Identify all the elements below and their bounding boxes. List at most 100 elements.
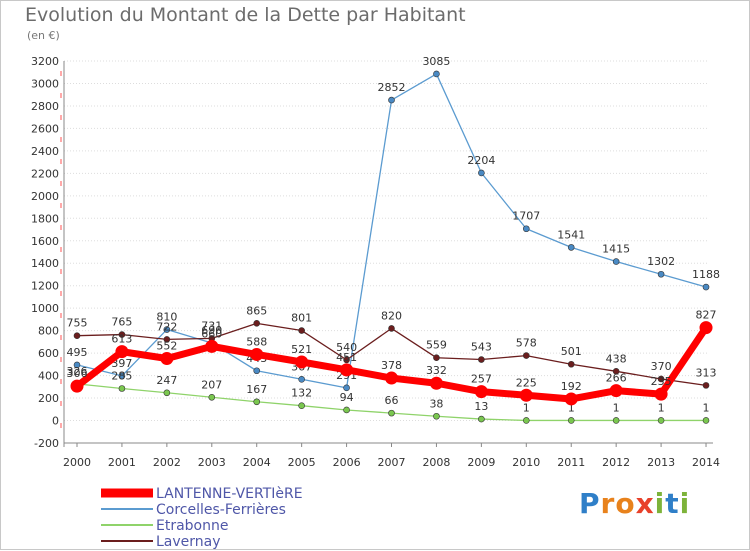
proxiti-logo: Proxiti [579, 487, 690, 520]
series-point [567, 244, 575, 251]
data-label: 660 [201, 327, 222, 340]
series-point [340, 363, 354, 377]
y-tick-label: 2200 [31, 167, 59, 180]
series-point [118, 331, 126, 338]
series-point [298, 402, 305, 409]
data-label: 1 [613, 401, 620, 414]
series-point [612, 417, 620, 424]
data-label: 1 [523, 401, 530, 414]
series-point [253, 398, 261, 406]
legend-label: Lavernay [156, 534, 221, 550]
logo-letter: r [600, 487, 616, 520]
logo-letter: i [654, 487, 666, 520]
data-label: 306 [67, 367, 88, 380]
data-label: 332 [426, 364, 447, 377]
series-point [73, 332, 81, 340]
series-point [567, 360, 575, 368]
series-point [567, 417, 575, 424]
data-label: 370 [651, 360, 672, 373]
x-tick-label: 2003 [198, 456, 226, 469]
series-point [385, 371, 399, 385]
series-point [522, 417, 530, 424]
series-point [253, 367, 261, 375]
y-tick-label: 600 [38, 347, 59, 360]
series-point [253, 320, 261, 327]
series-point [388, 409, 395, 417]
y-tick-label: 1200 [31, 280, 59, 293]
series-point [478, 169, 485, 177]
series-point [657, 270, 665, 278]
data-label: 225 [516, 376, 537, 389]
data-label: 2204 [467, 154, 495, 167]
series-point [295, 355, 309, 369]
series-point [298, 375, 305, 383]
y-tick-label: 400 [38, 370, 59, 383]
x-tick-label: 2002 [153, 456, 181, 469]
x-tick-label: 2009 [467, 456, 495, 469]
series-point [73, 361, 81, 369]
data-label: 755 [67, 317, 88, 330]
series-point [433, 70, 440, 78]
x-tick-label: 2014 [692, 456, 720, 469]
logo-letter: x [635, 487, 655, 520]
series-point [474, 385, 488, 399]
data-label: 167 [246, 383, 267, 396]
series-point [343, 356, 350, 364]
x-tick-label: 2008 [422, 456, 450, 469]
data-label: 2852 [378, 81, 406, 94]
series-point [702, 382, 710, 389]
data-label: 207 [201, 378, 222, 391]
data-label: 257 [471, 373, 492, 386]
series-point [388, 96, 395, 104]
series-point [118, 372, 126, 380]
data-label: 247 [156, 374, 177, 387]
data-label: 94 [340, 391, 354, 404]
chart-unit: (en €) [27, 29, 60, 42]
data-label: 1707 [512, 210, 540, 223]
y-tick-label: 1800 [31, 212, 59, 225]
series-point [163, 389, 171, 397]
data-label: 378 [381, 359, 402, 372]
chart-title: Evolution du Montant de la Dette par Hab… [25, 4, 466, 26]
series-point [519, 388, 533, 402]
series-point [702, 417, 710, 424]
y-tick-label: 3000 [31, 77, 59, 90]
series-point [163, 326, 171, 333]
series-point [478, 415, 485, 423]
x-tick-label: 2007 [378, 456, 406, 469]
x-tick-label: 2012 [602, 456, 630, 469]
data-label: 1415 [602, 243, 630, 256]
y-tick-label: 2800 [31, 100, 59, 113]
series-point [522, 225, 530, 233]
series-point [250, 347, 264, 361]
series-point [163, 336, 171, 343]
series-point [699, 321, 713, 335]
data-label: 1 [658, 401, 665, 414]
data-label: 3085 [422, 55, 450, 68]
series-point [298, 327, 305, 334]
series-point [564, 392, 578, 406]
data-label: 521 [291, 343, 312, 356]
series-point [208, 393, 216, 401]
data-label: 613 [111, 333, 132, 346]
y-tick-label: 800 [38, 325, 59, 338]
legend-label: LANTENNE-VERTIèRE [156, 486, 303, 502]
logo-letter: t [665, 487, 680, 520]
data-label: 540 [336, 341, 357, 354]
data-label: 438 [606, 352, 627, 365]
data-label: 690 [201, 324, 222, 337]
series-point [343, 384, 350, 392]
y-tick-label: 2000 [31, 190, 59, 203]
y-tick-label: 0 [52, 415, 59, 428]
data-label: 451 [336, 351, 357, 364]
data-label: 559 [426, 339, 447, 352]
data-label: 13 [474, 400, 488, 413]
x-tick-label: 2013 [647, 456, 675, 469]
series-point [522, 352, 530, 359]
data-label: 731 [201, 319, 222, 332]
data-label: 552 [156, 340, 177, 353]
series-point [702, 283, 710, 291]
data-label: 313 [696, 366, 717, 379]
